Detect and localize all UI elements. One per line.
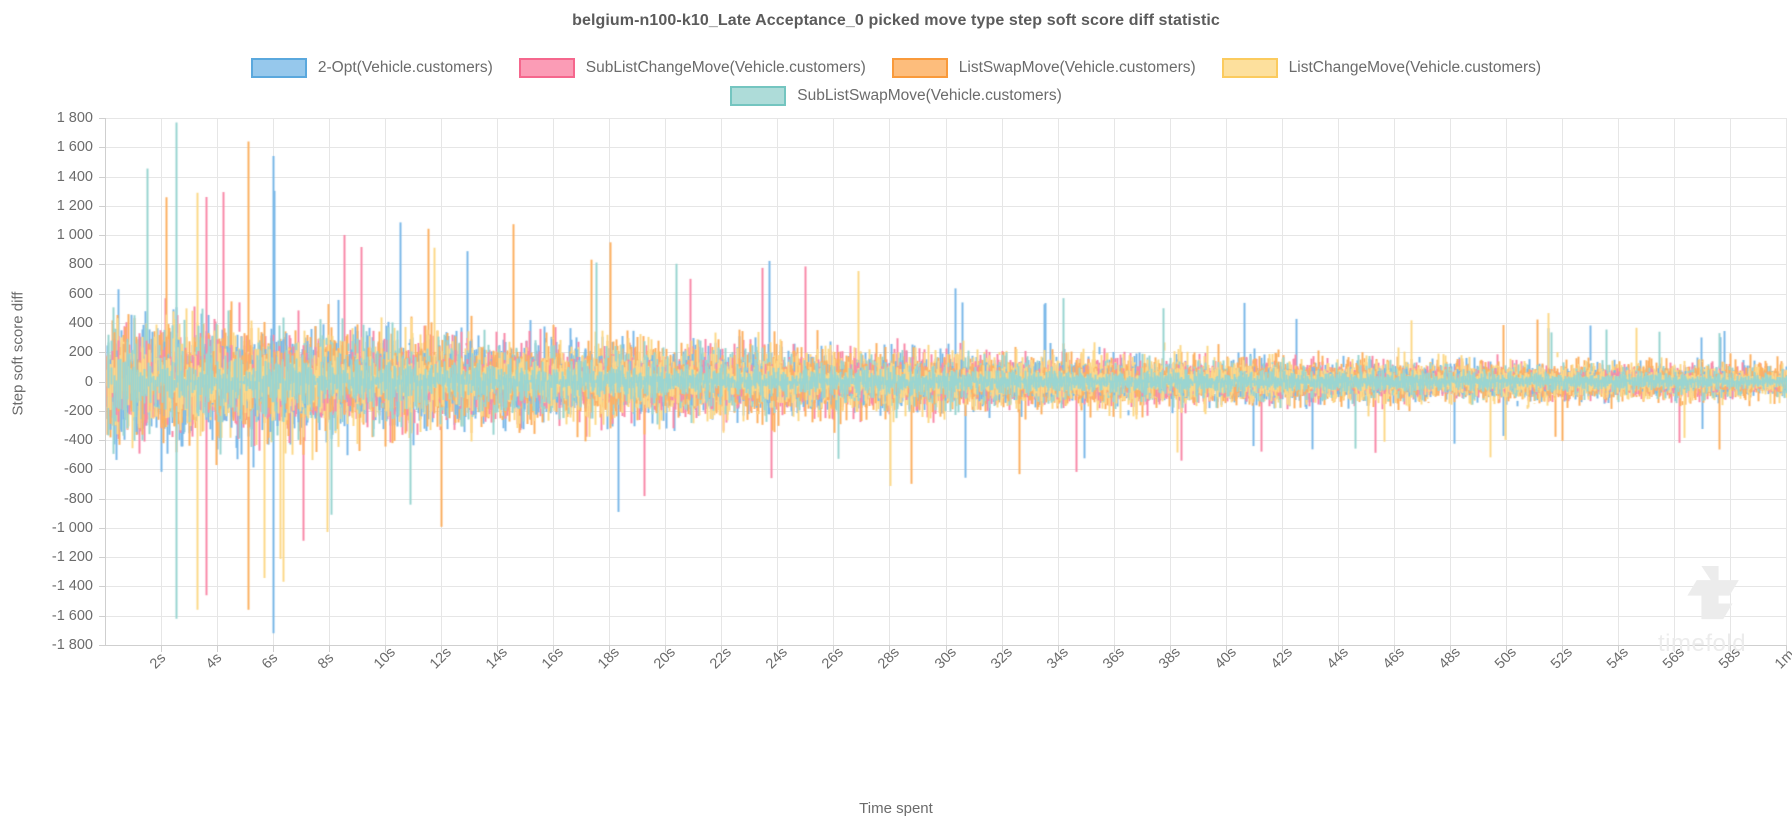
y-tick-label: -1 000 xyxy=(51,519,93,536)
y-tick-label: -600 xyxy=(63,461,93,478)
y-tick-label: 800 xyxy=(68,256,93,273)
y-tick-label: -1 200 xyxy=(51,549,93,566)
legend-item-0[interactable]: 2-Opt(Vehicle.customers) xyxy=(250,58,493,78)
legend-item-3[interactable]: ListChangeMove(Vehicle.customers) xyxy=(1221,58,1542,78)
y-tick-label: 1 400 xyxy=(56,168,93,185)
legend-row-2: SubListSwapMove(Vehicle.customers) xyxy=(0,82,1792,110)
y-tick-label: 1 200 xyxy=(56,197,93,214)
legend-item-1[interactable]: SubListChangeMove(Vehicle.customers) xyxy=(518,58,866,78)
legend-swatch-1 xyxy=(518,58,575,78)
y-tick-label: -400 xyxy=(63,432,93,449)
legend-swatch-0 xyxy=(250,58,307,78)
y-tick-label: -1 400 xyxy=(51,578,93,595)
y-tick-label: -1 800 xyxy=(51,637,93,653)
legend-label-4: SubListSwapMove(Vehicle.customers) xyxy=(797,87,1062,104)
legend-label-3: ListChangeMove(Vehicle.customers) xyxy=(1288,59,1542,76)
y-tick-label: 1 600 xyxy=(56,139,93,156)
y-tick-label: -1 600 xyxy=(51,607,93,624)
y-tick-label: 200 xyxy=(68,344,93,361)
y-tick-label: 1 800 xyxy=(56,110,93,126)
y-tick-label: -200 xyxy=(63,402,93,419)
y-axis-title: Step soft score diff xyxy=(9,291,27,416)
x-axis-title: Time spent xyxy=(859,800,933,817)
legend-swatch-4 xyxy=(730,86,787,106)
legend-swatch-2 xyxy=(891,58,948,78)
chart-legend: 2-Opt(Vehicle.customers) SubListChangeMov… xyxy=(0,54,1792,110)
y-tick-label: 600 xyxy=(68,285,93,302)
chart-series-canvas xyxy=(106,118,1787,645)
legend-label-0: 2-Opt(Vehicle.customers) xyxy=(317,59,493,76)
legend-row-1: 2-Opt(Vehicle.customers) SubListChangeMov… xyxy=(0,54,1792,82)
y-tick-label: 400 xyxy=(68,314,93,331)
y-tick-label: -800 xyxy=(63,490,93,507)
legend-swatch-3 xyxy=(1221,58,1278,78)
legend-label-1: SubListChangeMove(Vehicle.customers) xyxy=(585,59,866,76)
legend-item-4[interactable]: SubListSwapMove(Vehicle.customers) xyxy=(730,86,1062,106)
y-tick-label: 0 xyxy=(84,373,93,390)
legend-item-2[interactable]: ListSwapMove(Vehicle.customers) xyxy=(891,58,1196,78)
chart-title: belgium-n100-k10_Late Acceptance_0 picke… xyxy=(572,12,1220,29)
y-tick-label: 1 000 xyxy=(56,227,93,244)
legend-label-2: ListSwapMove(Vehicle.customers) xyxy=(958,59,1196,76)
